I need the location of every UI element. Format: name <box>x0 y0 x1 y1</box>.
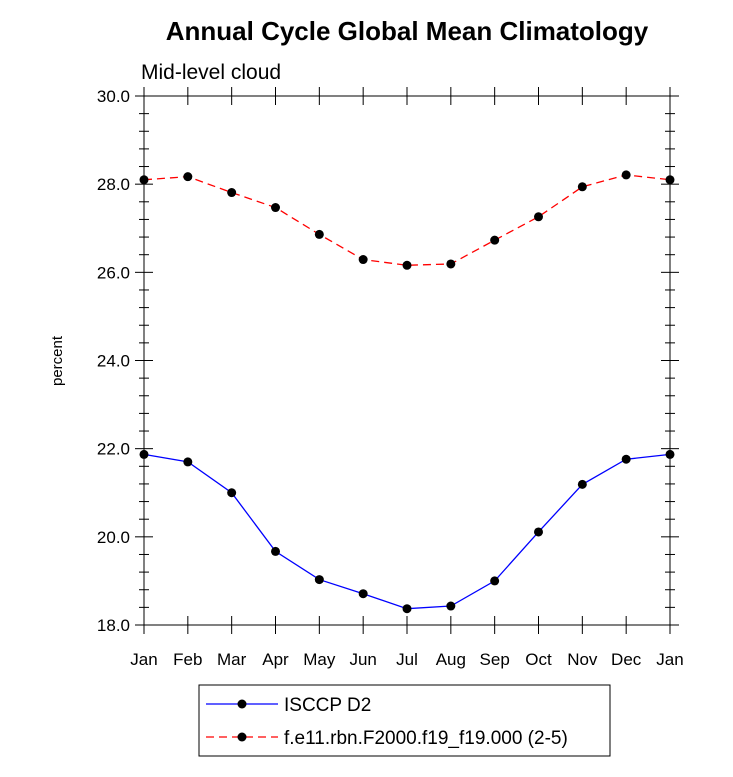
data-point <box>183 172 193 182</box>
plot-frame <box>143 95 671 626</box>
data-point <box>446 601 456 611</box>
series-0 <box>139 449 675 614</box>
data-point <box>314 229 324 239</box>
series-1 <box>139 170 675 270</box>
x-tick-label: Jan <box>130 650 157 669</box>
data-point <box>534 527 543 537</box>
x-tick-label: Nov <box>567 650 598 669</box>
data-point <box>577 479 587 489</box>
data-point <box>139 449 149 459</box>
x-tick-label: Jun <box>349 650 376 669</box>
x-tick-label: Aug <box>436 650 466 669</box>
data-point <box>314 575 324 585</box>
legend-label-model: f.e11.rbn.F2000.f19_f19.000 (2-5) <box>284 728 568 749</box>
y-axis-label: percent <box>49 335 66 386</box>
data-point <box>271 546 280 556</box>
x-tick-label: Jan <box>656 650 683 669</box>
data-point <box>358 589 368 599</box>
y-tick-label: 30.0 <box>97 87 130 106</box>
chart-subtitle: Mid-level cloud <box>141 61 281 84</box>
chart-title: Annual Cycle Global Mean Climatology <box>166 16 649 46</box>
y-tick-label: 20.0 <box>97 528 130 547</box>
data-point <box>139 175 149 185</box>
data-point <box>358 255 368 265</box>
data-point <box>490 576 500 586</box>
data-point <box>446 259 456 269</box>
data-point <box>271 203 280 213</box>
x-tick-label: Apr <box>262 650 289 669</box>
data-point <box>490 235 500 245</box>
x-tick-label: May <box>303 650 336 669</box>
legend: ISCCP D2 f.e11.rbn.F2000.f19_f19.000 (2-… <box>198 684 611 757</box>
x-tick-label: Mar <box>217 650 247 669</box>
data-point <box>227 188 237 198</box>
data-point <box>402 604 412 614</box>
y-tick-label: 28.0 <box>97 175 130 194</box>
data-point <box>534 212 543 222</box>
x-tick-label: Oct <box>525 650 552 669</box>
legend-marker-isccp <box>237 699 247 709</box>
data-point <box>577 182 587 192</box>
data-point <box>402 260 412 270</box>
legend-marker-model <box>237 732 247 742</box>
series-line <box>143 453 671 610</box>
data-point <box>183 457 193 467</box>
series-layer <box>139 170 675 614</box>
y-tick-label: 24.0 <box>97 352 130 371</box>
x-tick-label: Sep <box>480 650 510 669</box>
data-point <box>621 454 631 464</box>
x-tick-label: Jul <box>396 650 418 669</box>
y-tick-label: 18.0 <box>97 616 130 635</box>
x-tick-label: Feb <box>173 650 202 669</box>
legend-box <box>198 684 611 757</box>
series-line <box>143 174 671 266</box>
y-tick-label: 22.0 <box>97 440 130 459</box>
plot-area: 18.0 20.0 22.0 24.0 26.0 28.0 30.0 Jan Feb Mar Apr… <box>97 87 684 669</box>
x-tick-label: Dec <box>611 650 642 669</box>
data-point <box>621 170 631 180</box>
data-point <box>665 175 675 185</box>
y-tick-label: 26.0 <box>97 263 130 282</box>
legend-label-isccp: ISCCP D2 <box>284 695 371 716</box>
data-point <box>227 488 237 498</box>
data-point <box>665 449 675 459</box>
